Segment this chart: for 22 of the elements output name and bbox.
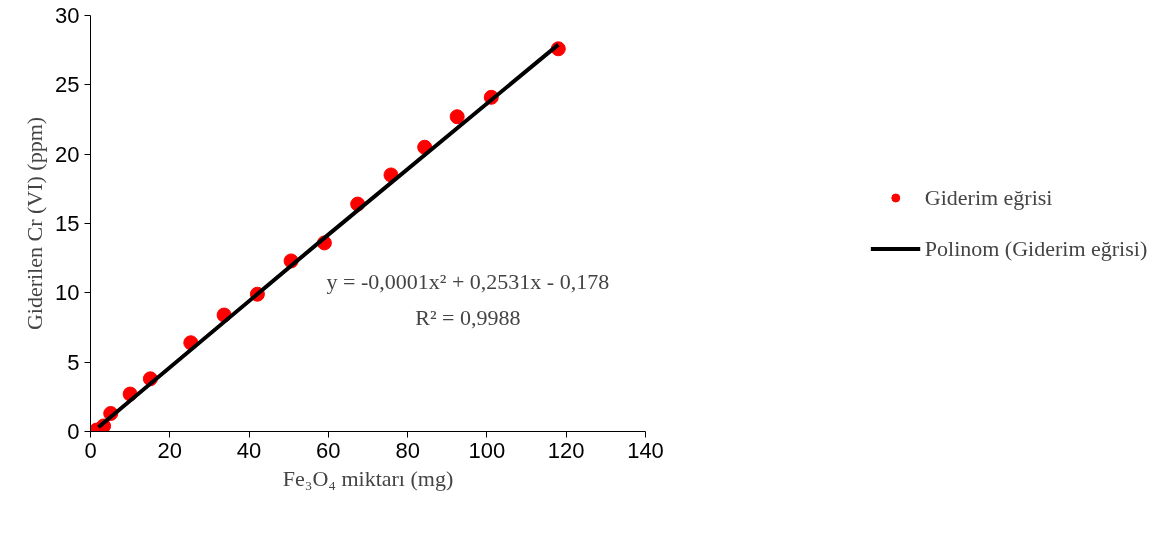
x-tick-label: 60 — [316, 437, 341, 463]
point — [449, 109, 465, 125]
x-tick-label: 120 — [547, 437, 585, 463]
y-tick-label: 15 — [55, 211, 80, 236]
y-tick-label: 0 — [67, 419, 80, 444]
x-tick-label: 20 — [157, 437, 183, 463]
y-tick-label: 30 — [55, 3, 80, 28]
y-tick-label: 25 — [55, 72, 80, 98]
x-tick-label: 140 — [627, 437, 664, 463]
y-tick-label: 20 — [55, 141, 80, 167]
annotation: R² = 0,9988 — [415, 304, 521, 330]
y-axis-title: Giderilen Cr (VI) (ppm) — [22, 116, 48, 331]
annotation: y = -0,0001x² + 0,2531x - 0,178 — [326, 269, 610, 295]
legend-label: Polinom (Giderim eğrisi) — [924, 235, 1148, 262]
x-axis-title: Fe₃O₄ miktarı (mg) — [282, 465, 454, 491]
y-tick-label: 5 — [67, 349, 80, 375]
x-tick-label: 40 — [236, 437, 262, 463]
x-tick-label: 0 — [84, 437, 97, 463]
legend-label: Giderim eğrisi — [924, 184, 1053, 211]
y-tick-label: 10 — [55, 280, 80, 306]
x-tick-label: 100 — [468, 437, 506, 463]
x-tick-label: 80 — [395, 437, 420, 463]
